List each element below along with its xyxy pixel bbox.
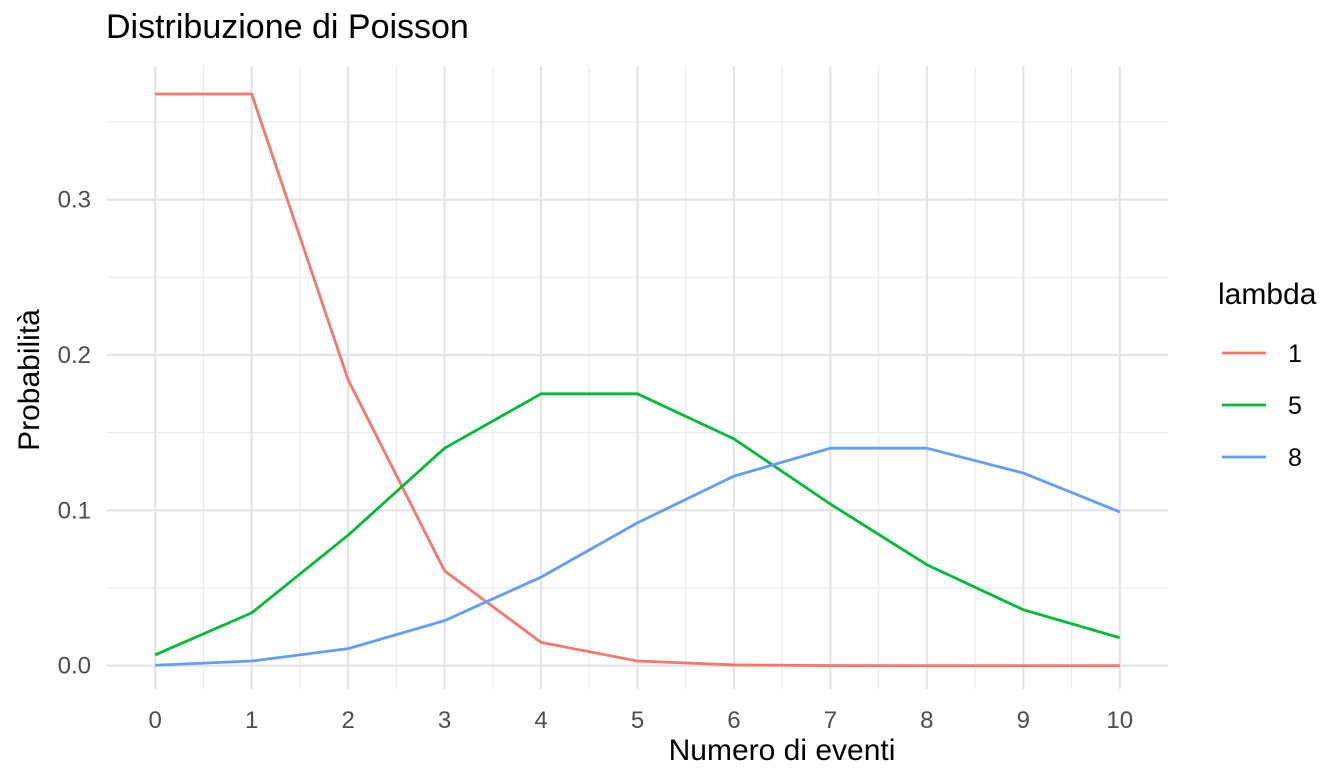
series-lines	[154, 92, 1121, 668]
chart-title: Distribuzione di Poisson	[106, 8, 469, 46]
x-tick-label: 3	[438, 707, 451, 734]
legend-label-1: 1	[1288, 340, 1302, 368]
y-tick-label: 0.1	[58, 497, 91, 524]
y-tick-label: 0.3	[58, 187, 91, 214]
x-tick-label: 4	[534, 707, 547, 734]
legend-keys: 1 5 8	[1222, 340, 1302, 472]
x-axis-ticks: 0 1 2 3 4 5 6 7 8 9 10	[149, 707, 1134, 734]
y-tick-label: 0.0	[58, 653, 91, 680]
series-line-8	[155, 446, 1121, 667]
legend-label-5: 5	[1288, 392, 1302, 420]
x-axis-label: Numero di eventi	[668, 734, 896, 767]
x-tick-label: 7	[824, 707, 837, 734]
series-line-5	[154, 392, 1121, 657]
x-tick-label: 5	[631, 707, 644, 734]
series-line-1	[155, 92, 1120, 668]
y-tick-label: 0.2	[58, 342, 91, 369]
x-tick-label: 2	[341, 707, 354, 734]
x-tick-label: 0	[149, 707, 162, 734]
x-tick-label: 10	[1106, 707, 1133, 734]
grid-major	[107, 66, 1168, 689]
y-axis-label: Probabilità	[13, 309, 46, 451]
x-tick-label: 9	[1017, 707, 1030, 734]
x-tick-label: 6	[727, 707, 740, 734]
legend-label-8: 8	[1288, 444, 1302, 472]
x-tick-label: 1	[245, 707, 258, 734]
y-axis-ticks: 0.0 0.1 0.2 0.3	[58, 187, 91, 680]
legend-title: lambda	[1218, 278, 1317, 311]
x-tick-label: 8	[920, 707, 933, 734]
